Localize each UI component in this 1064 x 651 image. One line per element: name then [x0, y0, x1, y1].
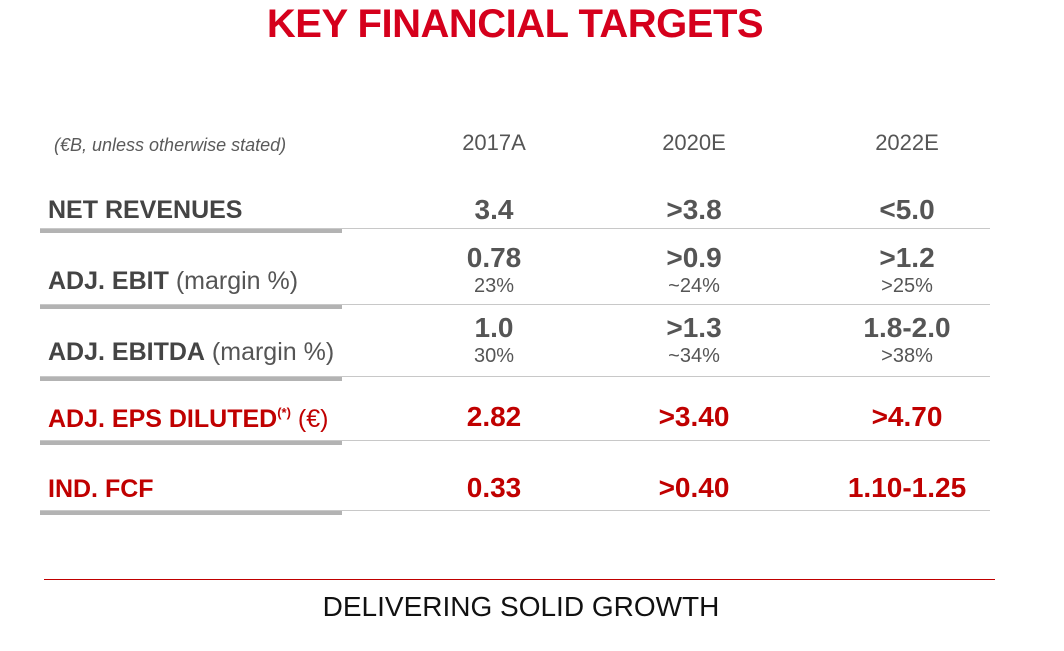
cell-net-revenues-2022e: <5.0: [807, 194, 1007, 226]
row-divider-accent: [40, 441, 342, 445]
cell-ind-fcf-2020e: >0.40: [594, 472, 794, 504]
cell-adj-ebit-2022e: >1.2 >25%: [807, 242, 1007, 298]
row-label-suffix: (margin %): [211, 338, 335, 366]
margin: ~24%: [668, 275, 720, 297]
footer-tagline: DELIVERING SOLID GROWTH: [322, 591, 720, 622]
row-label-text: ADJ. EBITDA: [48, 338, 205, 366]
row-divider: [40, 228, 990, 229]
row-divider-accent: [40, 511, 342, 515]
cell-adj-ebit-2020e: >0.9 ~24%: [594, 242, 794, 298]
row-divider: [40, 510, 990, 511]
row-divider-accent: [40, 229, 342, 233]
row-label-text: NET REVENUES: [48, 196, 243, 224]
footer-divider: [44, 579, 995, 580]
row-divider-accent: [40, 377, 342, 381]
value: >1.3: [666, 312, 722, 343]
cell-adj-eps-2017a: 2.82: [394, 401, 594, 433]
cell-adj-ebitda-2022e: 1.8-2.0 >38%: [807, 312, 1007, 368]
row-label-text: ADJ. EBIT: [48, 267, 169, 295]
cell-net-revenues-2017a: 3.4: [394, 194, 594, 226]
row-label-ind-fcf: IND. FCF: [48, 475, 154, 504]
cell-net-revenues-2020e: >3.8: [594, 194, 794, 226]
margin: 23%: [473, 275, 515, 297]
cell-adj-eps-2020e: >3.40: [594, 401, 794, 433]
value: >4.70: [871, 401, 943, 432]
row-label-adj-ebit: ADJ. EBIT (margin %): [48, 267, 298, 296]
row-divider: [40, 376, 990, 377]
value: 1.10-1.25: [847, 472, 967, 503]
row-label-suffix: (€): [297, 405, 329, 433]
value: 1.8-2.0: [863, 312, 951, 343]
row-label-adj-eps-diluted: ADJ. EPS DILUTED(*) (€): [48, 405, 328, 434]
cell-adj-ebit-2017a: 0.78 23%: [394, 242, 594, 298]
column-header-2020e: 2020E: [662, 130, 726, 155]
row-divider: [40, 304, 990, 305]
cell-ind-fcf-2022e: 1.10-1.25: [807, 472, 1007, 504]
value: >3.40: [658, 401, 730, 432]
value: >1.2: [879, 242, 935, 273]
page-title: KEY FINANCIAL TARGETS: [266, 2, 764, 46]
value: 1.0: [474, 312, 514, 343]
value: 0.33: [466, 472, 522, 503]
value: >0.40: [658, 472, 730, 503]
row-divider: [40, 440, 990, 441]
row-divider-accent: [40, 305, 342, 309]
column-header-2017a: 2017A: [462, 130, 526, 155]
margin: >25%: [881, 275, 933, 297]
row-label-text: IND. FCF: [48, 475, 154, 503]
row-label-suffix: (margin %): [175, 267, 299, 295]
unit-note: (€B, unless otherwise stated): [54, 135, 287, 155]
value: 3.4: [474, 194, 514, 225]
value: 0.78: [466, 242, 522, 273]
margin: 30%: [473, 345, 515, 367]
row-label-adj-ebitda: ADJ. EBITDA (margin %): [48, 338, 334, 367]
cell-adj-ebitda-2020e: >1.3 ~34%: [594, 312, 794, 368]
cell-adj-ebitda-2017a: 1.0 30%: [394, 312, 594, 368]
margin: >38%: [881, 345, 933, 367]
row-label-text: ADJ. EPS DILUTED: [48, 405, 278, 433]
value: <5.0: [879, 194, 935, 225]
cell-adj-eps-2022e: >4.70: [807, 401, 1007, 433]
cell-ind-fcf-2017a: 0.33: [394, 472, 594, 504]
value: >3.8: [666, 194, 722, 225]
column-header-2022e: 2022E: [875, 130, 939, 155]
margin: ~34%: [668, 345, 720, 367]
footnote-marker: (*): [277, 405, 291, 420]
value: 2.82: [466, 401, 522, 432]
value: >0.9: [666, 242, 722, 273]
row-label-net-revenues: NET REVENUES: [48, 196, 242, 225]
